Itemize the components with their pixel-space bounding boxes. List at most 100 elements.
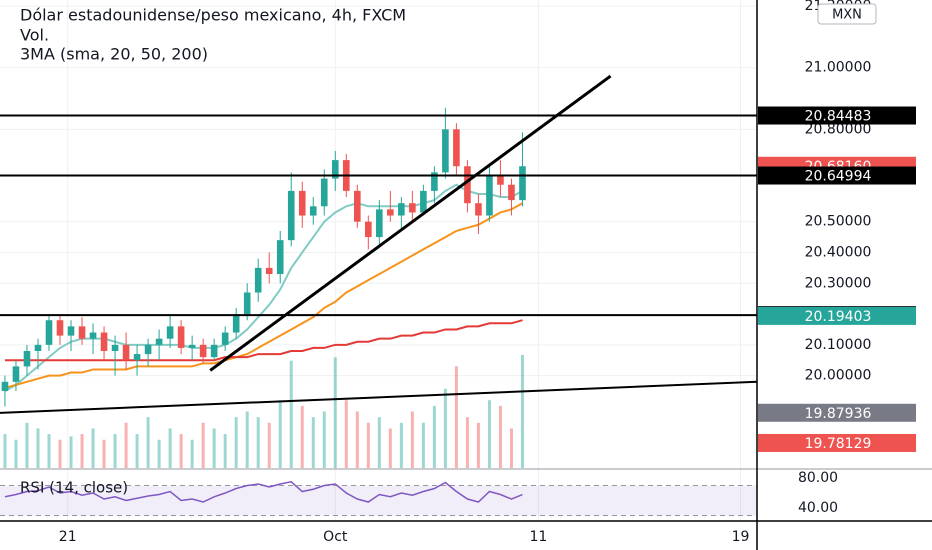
- price-tag-label: 20.84483: [805, 109, 872, 125]
- volume-bar: [80, 434, 84, 468]
- candle-body: [210, 344, 218, 358]
- volume-label: Vol.: [20, 26, 49, 45]
- candle-body: [133, 354, 141, 361]
- candle-body: [276, 240, 284, 275]
- currency-box[interactable]: [817, 3, 877, 25]
- volume-bar: [432, 405, 436, 468]
- volume-bar: [443, 388, 447, 468]
- candle-body: [199, 344, 207, 358]
- x-tick-label: 11: [530, 529, 548, 545]
- candle-body: [287, 190, 295, 241]
- candle-body: [354, 190, 361, 222]
- price-tag: [758, 306, 916, 325]
- volume-bar: [388, 428, 392, 468]
- volume-bar: [179, 434, 183, 468]
- volume-bar: [476, 422, 480, 468]
- candle-body: [166, 326, 174, 339]
- candle-body: [67, 326, 75, 336]
- candle-body: [188, 344, 196, 348]
- price-tag-label: 20.19403: [805, 309, 872, 325]
- candle-body: [12, 366, 20, 382]
- candle-body: [122, 344, 130, 361]
- chart-title: Dólar estadounidense/peso mexicano, 4h, …: [20, 6, 406, 25]
- candle-body: [331, 160, 339, 179]
- price-tag: [758, 433, 916, 452]
- rsi-title: RSI (14, close): [20, 479, 128, 497]
- volume-bar: [289, 360, 293, 468]
- candle-body: [309, 206, 317, 216]
- candle-body: [100, 332, 108, 351]
- y-tick-label: 21.00000: [805, 60, 872, 76]
- volume-bar: [135, 434, 139, 468]
- candle-body: [486, 175, 493, 216]
- volume-bar: [366, 422, 370, 468]
- volume-bar: [454, 366, 458, 468]
- candle-body: [221, 332, 229, 345]
- price-tag-label: 20.64994: [805, 169, 872, 185]
- moving-average: [4, 319, 523, 362]
- trend-line: [209, 74, 612, 372]
- y-tick-label: 20.30000: [805, 275, 872, 291]
- volume-bar: [300, 405, 304, 468]
- volume-bar: [399, 422, 403, 468]
- candle-body: [508, 184, 515, 201]
- x-tick-label: Oct: [323, 529, 348, 545]
- volume-bar: [245, 411, 249, 468]
- candle-body: [45, 320, 53, 345]
- candle-body: [519, 166, 526, 201]
- volume-bar: [124, 422, 128, 468]
- candle-body: [497, 175, 504, 185]
- volume-bar: [201, 422, 205, 468]
- candle-body: [177, 326, 185, 348]
- candle-body: [442, 129, 449, 173]
- rsi-line: [4, 480, 523, 503]
- candle-body: [365, 221, 372, 238]
- candle-body: [376, 209, 383, 238]
- volume-bar: [322, 411, 326, 468]
- volume-bar: [102, 439, 106, 468]
- price-tag-label: 19.78129: [805, 436, 872, 452]
- volume-bar: [344, 400, 348, 468]
- candle-body: [320, 178, 328, 207]
- volume-bar: [3, 434, 7, 468]
- candle-body: [1, 381, 9, 392]
- y-tick-label: 20.00000: [805, 368, 872, 384]
- y-tick-label: 20.80000: [805, 121, 872, 137]
- volume-bar: [509, 428, 513, 468]
- volume-bar: [36, 428, 40, 468]
- volume-bar: [377, 417, 381, 468]
- candle-body: [144, 344, 152, 355]
- price-tag: [758, 166, 916, 185]
- candle-body: [155, 338, 163, 345]
- candle-body: [243, 292, 251, 315]
- ma-label: 3MA (sma, 20, 50, 200): [20, 45, 208, 64]
- volume-bar: [146, 417, 150, 468]
- volume-bar: [69, 436, 73, 468]
- candle-body: [431, 172, 438, 191]
- volume-bar: [58, 439, 62, 468]
- price-tag-label: 19.87936: [805, 406, 872, 422]
- candle-body: [387, 209, 394, 216]
- volume-bar: [520, 355, 524, 468]
- volume-bar: [355, 411, 359, 468]
- volume-bar: [234, 417, 238, 468]
- x-tick-label: 21: [59, 529, 77, 545]
- volume-bar: [14, 439, 18, 468]
- volume-bar: [256, 417, 260, 468]
- volume-bar: [190, 439, 194, 468]
- moving-average: [4, 202, 523, 389]
- volume-bar: [421, 422, 425, 468]
- volume-bar: [212, 428, 216, 468]
- candle-body: [453, 129, 460, 167]
- volume-bar: [91, 428, 95, 468]
- x-tick-label: 19: [732, 529, 750, 545]
- y-tick-label: 20.10000: [805, 337, 872, 353]
- price-tag: [758, 403, 916, 422]
- candle-body: [420, 190, 427, 213]
- volume-bar: [278, 400, 282, 468]
- volume-bar: [333, 357, 337, 468]
- candle-body: [111, 344, 119, 351]
- currency[interactable]: MXN: [832, 8, 862, 23]
- price-tag: [758, 106, 916, 125]
